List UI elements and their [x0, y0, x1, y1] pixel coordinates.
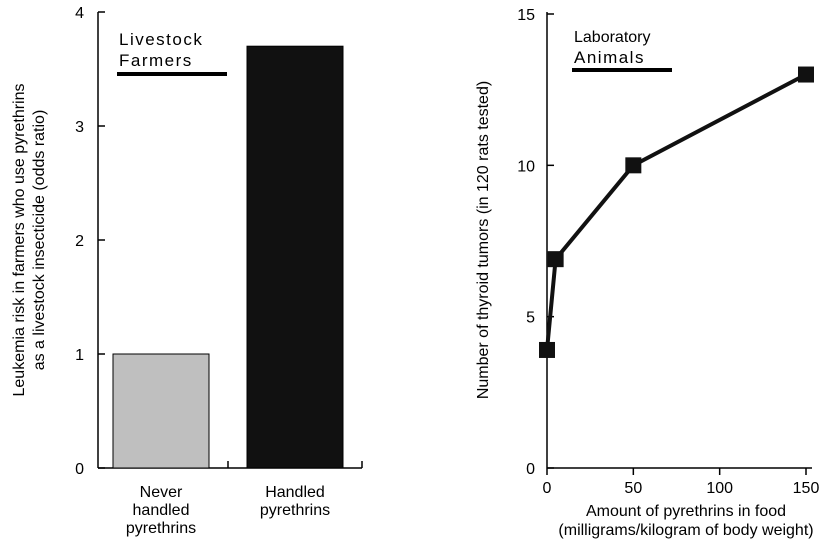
line-x-axis-label-line: Amount of pyrethrins in food	[586, 503, 786, 520]
bar-chart-title: Livestock Farmers	[117, 30, 227, 76]
bar-y-axis-label-line: as a livestock insecticide (odds ratio)	[31, 110, 48, 371]
bar-series	[112, 45, 344, 469]
line-y-tick-label: 15	[517, 7, 535, 24]
bar-category-label: Handled	[265, 484, 325, 501]
bar-category-label: handled	[133, 502, 190, 519]
line-x-axis-label: Amount of pyrethrins in food (milligrams/…	[558, 503, 813, 539]
line-x-tick-label: 100	[706, 480, 733, 497]
line-x-tick-label: 50	[624, 480, 642, 497]
bar-y-ticks: 0 1 2 3 4	[75, 5, 105, 478]
bar-x-ticks	[227, 461, 363, 468]
bar-y-tick-label: 4	[75, 5, 84, 22]
line-y-tick-label: 0	[526, 461, 535, 478]
bar-y-tick-label: 0	[75, 461, 84, 478]
line-series-path	[545, 72, 807, 351]
line-point-marker	[539, 341, 555, 358]
bar-never-handled	[112, 353, 210, 469]
line-y-axis-label: Number of thyroid tumors (in 120 rats te…	[475, 81, 492, 399]
line-point-marker	[798, 66, 814, 83]
line-x-axis-label-line: (milligrams/kilogram of body weight)	[558, 522, 813, 539]
line-point-marker	[547, 251, 564, 268]
line-chart: Number of thyroid tumors (in 120 rats te…	[475, 7, 819, 539]
bar-y-axis-label: Leukemia risk in farmers who use pyrethr…	[11, 83, 48, 396]
bar-category-label: pyrethrins	[260, 502, 330, 519]
bar-handled	[246, 45, 344, 469]
bar-category-label: Never	[140, 484, 183, 501]
line-y-axis-label-line: Number of thyroid tumors (in 120 rats te…	[475, 81, 492, 399]
line-title-line: Laboratory	[574, 29, 651, 46]
line-y-tick-label: 5	[526, 310, 535, 327]
bar-y-axis-label-line: Leukemia risk in farmers who use pyrethr…	[11, 83, 28, 396]
bar-y-tick-label: 1	[75, 347, 84, 364]
line-series	[539, 66, 814, 358]
bar-title-line: Farmers	[119, 51, 193, 70]
line-title-line: Animals	[574, 48, 645, 67]
bar-category-label: pyrethrins	[126, 520, 196, 537]
line-chart-title: Laboratory Animals	[572, 29, 672, 72]
bar-title-line: Livestock	[119, 30, 203, 49]
line-x-tick-label: 0	[543, 480, 552, 497]
line-x-tick-label: 150	[793, 480, 820, 497]
line-y-tick-label: 10	[517, 158, 535, 175]
line-point-marker	[625, 157, 642, 174]
bar-y-tick-label: 3	[75, 119, 84, 136]
bar-chart: Leukemia risk in farmers who use pyrethr…	[11, 5, 363, 537]
line-y-ticks: 0 5 10 15	[517, 7, 554, 478]
bar-y-tick-label: 2	[75, 233, 84, 250]
line-x-ticks: 0 50 100 150	[543, 468, 820, 497]
